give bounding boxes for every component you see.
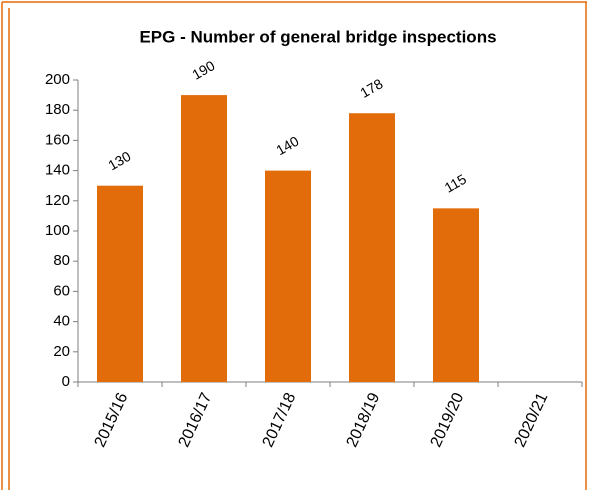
y-tick-label: 140	[45, 162, 70, 179]
y-tick-label: 0	[62, 373, 70, 390]
bar	[349, 113, 395, 382]
bar	[265, 170, 311, 382]
chart-title: EPG - Number of general bridge inspectio…	[139, 27, 496, 46]
y-tick-label: 20	[53, 343, 70, 360]
y-tick-label: 80	[53, 252, 70, 269]
y-tick-label: 60	[53, 282, 70, 299]
y-tick-label: 200	[45, 71, 70, 88]
bar	[97, 185, 143, 382]
y-tick-label: 40	[53, 313, 70, 330]
y-tick-label: 160	[45, 131, 70, 148]
y-tick-label: 120	[45, 192, 70, 209]
bar	[181, 95, 227, 382]
bar	[433, 208, 479, 382]
y-tick-label: 180	[45, 101, 70, 118]
y-tick-label: 100	[45, 222, 70, 239]
